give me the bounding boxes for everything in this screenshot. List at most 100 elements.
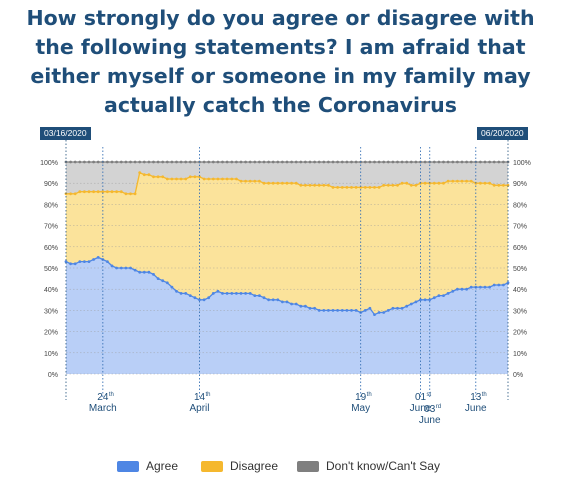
point-dontknow	[248, 160, 252, 164]
point-agree	[331, 309, 335, 312]
legend-label-agree: Agree	[146, 459, 179, 473]
point-dontknow	[502, 160, 505, 164]
point-dontknow	[368, 160, 372, 164]
point-disagree	[437, 181, 441, 185]
point-disagree	[202, 177, 206, 181]
point-dontknow	[110, 160, 114, 164]
point-dontknow	[230, 160, 234, 164]
point-agree	[64, 260, 68, 263]
point-agree	[69, 262, 72, 266]
point-dontknow	[202, 160, 206, 164]
point-dontknow	[207, 160, 211, 164]
point-disagree	[221, 177, 224, 181]
point-dontknow	[345, 160, 349, 164]
legend-label-dontknow: Don't know/Can't Say	[326, 459, 440, 473]
point-agree	[465, 287, 468, 291]
point-disagree	[124, 192, 128, 196]
point-dontknow	[170, 160, 174, 164]
marker-day-label: 03	[424, 404, 436, 415]
point-dontknow	[281, 160, 284, 164]
point-agree	[294, 302, 298, 306]
point-dontknow	[423, 160, 427, 164]
point-disagree	[225, 177, 229, 181]
point-dontknow	[350, 160, 353, 164]
point-dontknow	[336, 160, 339, 164]
point-disagree	[354, 186, 358, 189]
point-dontknow	[456, 160, 459, 164]
point-dontknow	[235, 160, 238, 164]
point-dontknow	[492, 160, 496, 164]
point-dontknow	[73, 160, 77, 164]
point-disagree	[304, 183, 307, 187]
y-tick-label-right: 30%	[513, 308, 527, 315]
point-dontknow	[377, 160, 381, 164]
point-disagree	[308, 183, 312, 187]
point-dontknow	[193, 160, 197, 164]
point-dontknow	[262, 160, 266, 164]
point-disagree	[331, 186, 335, 189]
point-dontknow	[308, 160, 312, 164]
point-agree	[248, 292, 252, 295]
point-disagree	[451, 179, 455, 183]
point-dontknow	[161, 160, 165, 164]
point-disagree	[497, 183, 501, 187]
marker-day-label: 24	[97, 392, 109, 403]
point-agree	[451, 289, 455, 293]
marker-day-label: 13	[470, 392, 482, 403]
point-agree	[207, 296, 211, 300]
point-agree	[216, 289, 220, 293]
point-disagree	[442, 181, 445, 185]
point-disagree	[276, 181, 280, 185]
y-tick-label-left: 100%	[40, 160, 58, 167]
legend-item-dontknow: Don't know/Can't Say	[297, 458, 440, 474]
point-disagree	[506, 183, 510, 187]
point-dontknow	[276, 160, 280, 164]
point-dontknow	[165, 160, 169, 164]
point-agree	[235, 292, 238, 295]
point-disagree	[469, 179, 473, 183]
point-agree	[442, 294, 445, 297]
y-tick-label-left: 60%	[44, 245, 58, 252]
point-dontknow	[405, 160, 409, 164]
point-disagree	[92, 190, 95, 194]
point-agree	[147, 270, 151, 274]
point-dontknow	[258, 160, 261, 164]
point-agree	[124, 266, 128, 270]
point-dontknow	[188, 160, 192, 164]
y-tick-label-right: 100%	[513, 160, 531, 167]
point-dontknow	[175, 160, 178, 164]
title-line: How strongly do you agree or disagree wi…	[26, 6, 535, 30]
point-agree	[267, 298, 270, 302]
point-dontknow	[83, 160, 86, 164]
point-agree	[456, 287, 459, 291]
point-disagree	[235, 177, 238, 181]
point-dontknow	[239, 160, 243, 164]
point-dontknow	[460, 160, 464, 164]
point-agree	[497, 283, 501, 287]
point-dontknow	[179, 160, 183, 164]
legend-item-agree: Agree	[117, 458, 178, 474]
point-disagree	[152, 175, 155, 179]
point-disagree	[179, 177, 183, 181]
point-agree	[336, 309, 339, 312]
marker-month-label: June	[465, 403, 487, 414]
point-disagree	[83, 190, 86, 194]
point-disagree	[73, 192, 77, 196]
point-agree	[386, 309, 390, 312]
point-disagree	[106, 190, 109, 194]
point-dontknow	[271, 160, 275, 164]
point-agree	[179, 292, 183, 295]
point-dontknow	[152, 160, 155, 164]
point-dontknow	[244, 160, 248, 164]
point-disagree	[69, 192, 72, 196]
point-disagree	[409, 183, 413, 187]
point-dontknow	[331, 160, 335, 164]
point-dontknow	[142, 160, 146, 164]
point-dontknow	[391, 160, 395, 164]
point-agree	[156, 277, 160, 280]
stacked-area-chart: 0% 0% 10% 10% 20% 20% 30% 30% 40% 40% 50% 50% 60% 60%…	[40, 140, 531, 426]
point-disagree	[396, 183, 399, 187]
point-agree	[419, 298, 422, 302]
point-dontknow	[92, 160, 95, 164]
marker-month-label: March	[89, 403, 117, 414]
